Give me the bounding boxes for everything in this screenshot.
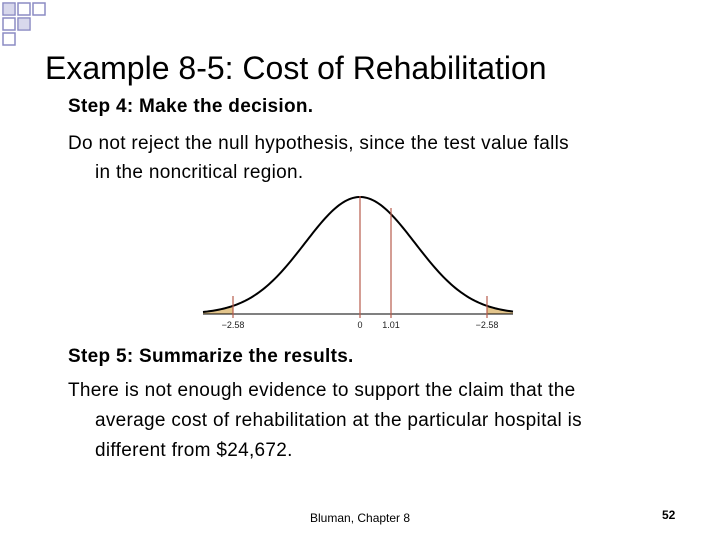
page-number: 52 [662,508,676,522]
axis-label: 1.01 [382,320,400,330]
body-line: Do not reject the null hypothesis, since… [68,133,569,154]
axis-label: −2.58 [476,320,499,330]
step-heading: Step 5: Summarize the results. [68,346,354,367]
axis-label: −2.58 [222,320,245,330]
normal-curve [202,196,514,314]
axis-label: 0 [357,320,362,330]
body-line: average cost of rehabilitation at the pa… [95,410,582,431]
body-line: different from $24,672. [95,440,293,461]
step-heading: Step 4: Make the decision. [68,96,314,117]
slide-title: Example 8-5: Cost of Rehabilitation [45,50,547,86]
corner-decoration [2,2,46,46]
body-line: There is not enough evidence to support … [68,380,576,401]
body-line: in the noncritical region. [95,162,304,183]
normal-curve-figure: −2.58 0 1.01 −2.58 [202,196,514,330]
footer: Bluman, Chapter 8 [310,511,411,525]
